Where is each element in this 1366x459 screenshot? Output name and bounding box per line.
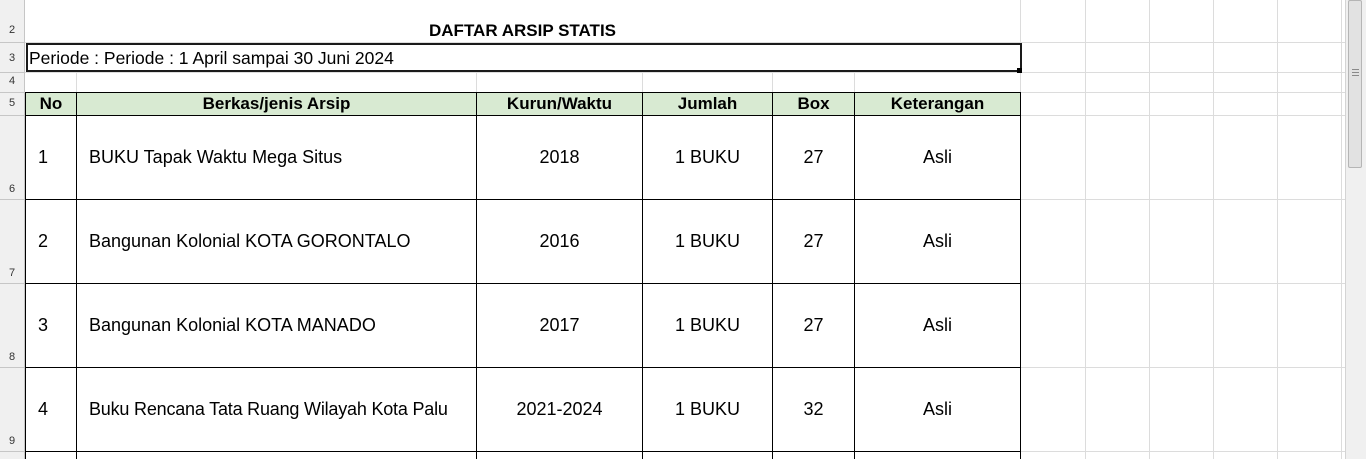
cell-berkas[interactable]: Bangunan Kolonial KOTA GORONTALO <box>89 231 411 251</box>
cell-kurun-waktu[interactable]: 2018 <box>539 147 580 167</box>
sheet-title[interactable]: DAFTAR ARSIP STATIS <box>429 21 616 40</box>
row-number[interactable]: 6 <box>8 183 16 195</box>
row-number[interactable]: 9 <box>8 435 16 447</box>
row-number[interactable]: 2 <box>8 24 16 36</box>
scrollbar-thumb[interactable] <box>1348 0 1362 168</box>
row-number[interactable]: 5 <box>8 97 16 109</box>
row-number[interactable]: 7 <box>8 267 16 279</box>
cell-kurun-waktu[interactable]: 2017 <box>539 315 580 335</box>
row-number[interactable]: 8 <box>8 351 16 363</box>
column-header-jumlah[interactable]: Jumlah <box>677 94 738 113</box>
cell-kurun-waktu[interactable]: 2016 <box>539 231 580 251</box>
cell-berkas[interactable]: BUKU Tapak Waktu Mega Situs <box>89 147 343 167</box>
cell-no[interactable]: 1 <box>38 147 49 167</box>
row-number[interactable]: 3 <box>8 52 16 64</box>
column-header-no[interactable]: No <box>39 94 63 113</box>
cell-box[interactable]: 32 <box>803 399 824 419</box>
cell-keterangan[interactable]: Asli <box>922 231 952 251</box>
column-header-berkas[interactable]: Berkas/jenis Arsip <box>202 94 351 113</box>
cell-berkas[interactable]: Bangunan Kolonial KOTA MANADO <box>89 315 376 335</box>
column-header-box[interactable]: Box <box>797 94 830 113</box>
row-header-column: 2 3 4 5 6 7 8 9 <box>0 0 25 459</box>
cell-jumlah[interactable]: 1 BUKU <box>674 231 741 251</box>
fill-handle[interactable] <box>1017 68 1022 73</box>
cell-box[interactable]: 27 <box>803 147 824 167</box>
table-header-row <box>25 93 1020 115</box>
cell-no[interactable]: 2 <box>38 231 49 251</box>
cell-berkas[interactable]: Buku Rencana Tata Ruang Wilayah Kota Pal… <box>89 399 448 419</box>
cell-keterangan[interactable]: Asli <box>922 315 952 335</box>
cell-box[interactable]: 27 <box>803 231 824 251</box>
cell-keterangan[interactable]: Asli <box>922 147 952 167</box>
cell-keterangan[interactable]: Asli <box>922 399 952 419</box>
cell-kurun-waktu[interactable]: 2021-2024 <box>516 399 603 419</box>
period-text: Periode : Periode : 1 April sampai 30 Ju… <box>29 47 394 68</box>
column-header-kurun-waktu[interactable]: Kurun/Waktu <box>506 94 613 113</box>
cell-box[interactable]: 27 <box>803 315 824 335</box>
cell-no[interactable]: 3 <box>38 315 49 335</box>
cell-jumlah[interactable]: 1 BUKU <box>674 399 741 419</box>
cell-jumlah[interactable]: 1 BUKU <box>674 315 741 335</box>
cell-no[interactable]: 4 <box>38 399 49 419</box>
selected-cell[interactable] <box>26 43 1022 72</box>
row-number[interactable]: 4 <box>8 75 16 87</box>
cell-jumlah[interactable]: 1 BUKU <box>674 147 741 167</box>
column-header-keterangan[interactable]: Keterangan <box>890 94 985 113</box>
